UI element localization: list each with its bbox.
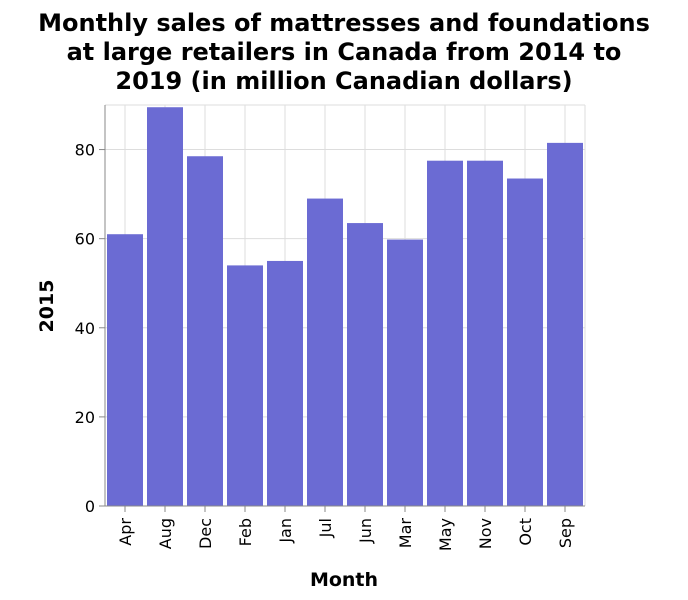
y-tick-label: 40 xyxy=(75,319,95,338)
x-tick-label-mar: Mar xyxy=(396,518,415,549)
chart-title: Monthly sales of mattresses and foundati… xyxy=(38,9,650,95)
bar-aug xyxy=(147,107,183,506)
x-tick-label-aug: Aug xyxy=(156,518,175,549)
x-tick-label-sep: Sep xyxy=(556,518,575,548)
x-tick-label-apr: Apr xyxy=(116,518,135,546)
tick-labels: 0 20 40 60 80 Apr Aug Dec Feb Jan Jul Jun Mar May Nov O… xyxy=(75,141,575,552)
bar-oct xyxy=(507,178,543,506)
y-axis-title: 2015 xyxy=(36,280,58,333)
x-axis-title: Month xyxy=(310,569,378,591)
bar-jul xyxy=(307,198,343,507)
bar-jan xyxy=(267,260,303,506)
bar-sep xyxy=(547,142,583,506)
chart-title-line-2: at large retailers in Canada from 2014 t… xyxy=(67,38,622,66)
chart-title-line-3: 2019 (in million Canadian dollars) xyxy=(115,67,572,95)
bars xyxy=(107,107,583,507)
axes xyxy=(99,105,585,512)
x-tick-label-jul: Jul xyxy=(316,518,335,538)
x-tick-label-oct: Oct xyxy=(516,518,535,546)
y-tick-label: 20 xyxy=(75,408,95,427)
bar-feb xyxy=(227,265,263,506)
bar-jun xyxy=(347,223,383,507)
bar-nov xyxy=(467,160,503,506)
y-tick-label: 0 xyxy=(85,497,95,516)
x-tick-label-jun: Jun xyxy=(356,518,375,544)
bar-mar xyxy=(387,239,423,506)
x-tick-label-feb: Feb xyxy=(236,518,255,546)
y-tick-label: 60 xyxy=(75,230,95,249)
bar-apr xyxy=(107,234,143,506)
x-tick-label-jan: Jan xyxy=(276,518,295,544)
bar-dec xyxy=(187,156,223,506)
x-tick-label-nov: Nov xyxy=(476,518,495,549)
x-tick-label-dec: Dec xyxy=(196,518,215,549)
chart-title-line-1: Monthly sales of mattresses and foundati… xyxy=(38,9,650,37)
x-tick-label-may: May xyxy=(436,518,455,551)
y-tick-label: 80 xyxy=(75,141,95,160)
bar-may xyxy=(427,160,463,506)
